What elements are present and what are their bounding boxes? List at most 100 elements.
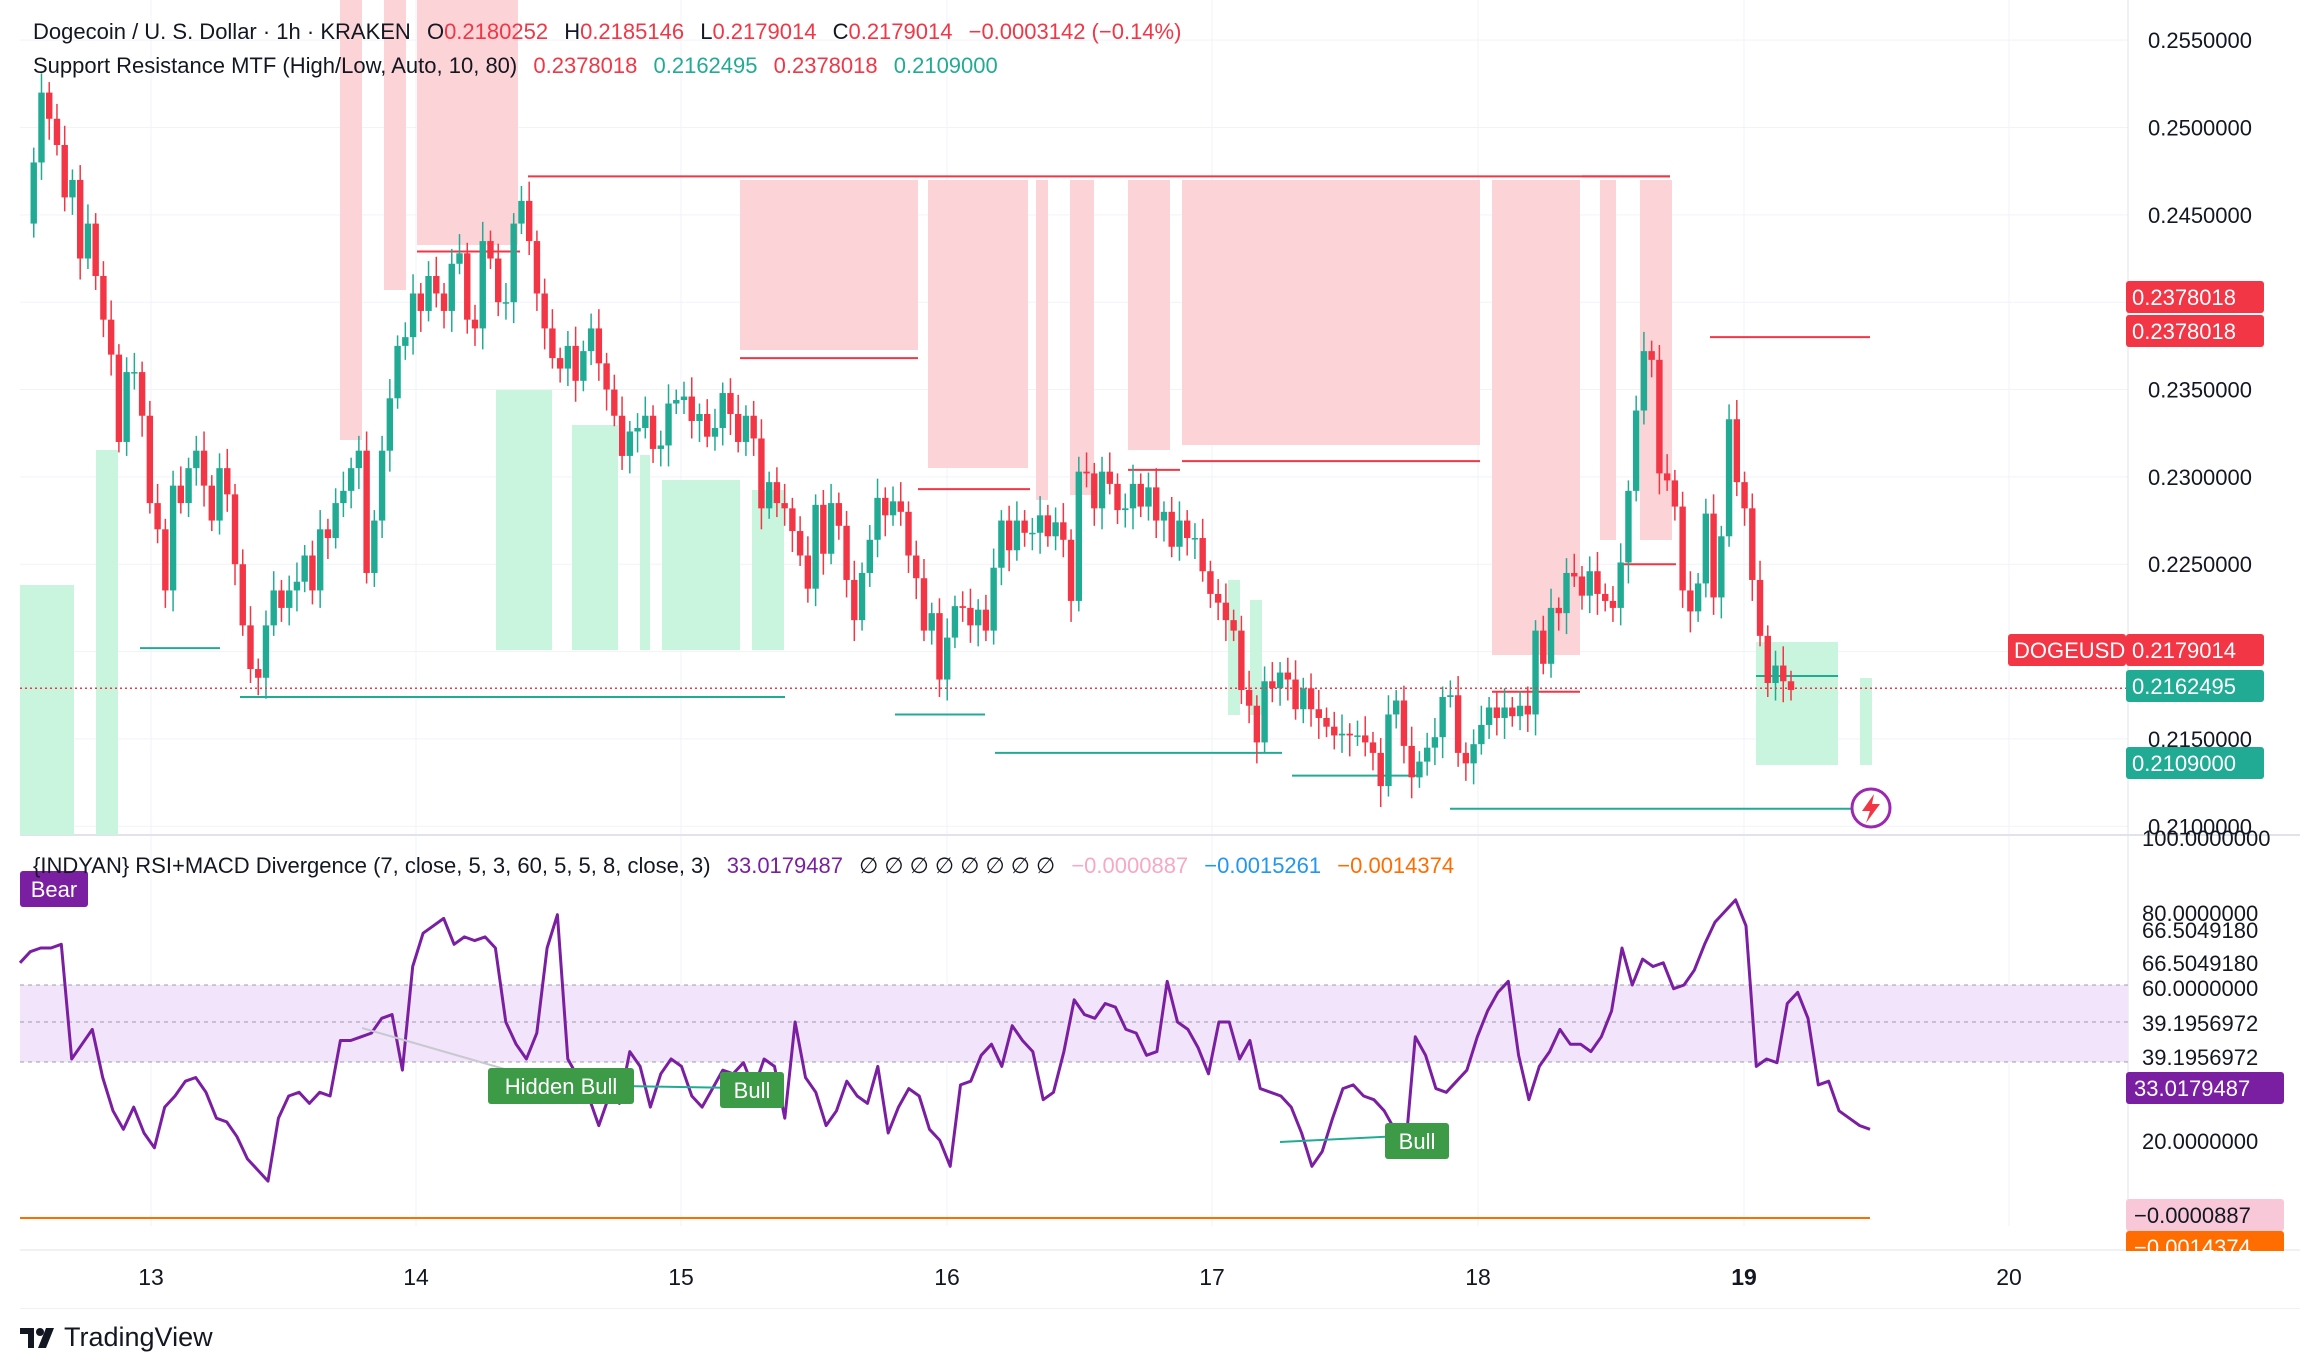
candle-body[interactable] — [1625, 490, 1632, 563]
candle-body[interactable] — [479, 241, 486, 329]
candle-body[interactable] — [711, 427, 719, 437]
candle-body[interactable] — [1315, 709, 1322, 718]
candle-body[interactable] — [1238, 630, 1245, 691]
candle-body[interactable] — [100, 276, 107, 320]
candle-body[interactable] — [1787, 681, 1795, 691]
main-legend[interactable]: Dogecoin / U. S. Dollar · 1h · KRAKEN O0… — [33, 19, 1191, 45]
candle-body[interactable] — [1555, 607, 1562, 614]
candle-body[interactable] — [541, 293, 548, 329]
candle-body[interactable] — [657, 445, 664, 449]
candle-body[interactable] — [239, 564, 246, 626]
candle-body[interactable] — [905, 511, 912, 556]
candle-body[interactable] — [1230, 620, 1237, 631]
candle-body[interactable] — [1075, 471, 1083, 601]
candle-body[interactable] — [471, 319, 479, 329]
candle-body[interactable] — [1183, 520, 1191, 539]
candle-body[interactable] — [1036, 515, 1044, 533]
candle-body[interactable] — [46, 92, 53, 119]
candle-body[interactable] — [789, 508, 796, 532]
candle-body[interactable] — [642, 415, 649, 428]
candle-body[interactable] — [634, 427, 641, 432]
candle-body[interactable] — [340, 490, 347, 504]
candle-body[interactable] — [804, 555, 812, 589]
candle-body[interactable] — [1485, 707, 1493, 725]
candle-body[interactable] — [61, 144, 68, 198]
candle-body[interactable] — [742, 415, 750, 442]
candle-body[interactable] — [1671, 480, 1679, 507]
candle-body[interactable] — [1168, 511, 1175, 547]
candle-body[interactable] — [1780, 665, 1787, 682]
candle-body[interactable] — [595, 328, 603, 364]
candle-body[interactable] — [1106, 471, 1113, 484]
candle-body[interactable] — [889, 501, 897, 516]
candle-body[interactable] — [231, 494, 239, 565]
candle-body[interactable] — [618, 415, 626, 456]
indicator-legend[interactable]: Support Resistance MTF (High/Low, Auto, … — [33, 53, 1008, 79]
candle-body[interactable] — [1253, 705, 1261, 743]
candle-body[interactable] — [1284, 672, 1292, 680]
candle-body[interactable] — [425, 276, 432, 311]
candle-body[interactable] — [1385, 714, 1392, 787]
candle-body[interactable] — [665, 403, 672, 446]
candle-body[interactable] — [1005, 520, 1013, 551]
candle-body[interactable] — [1408, 745, 1415, 778]
candle-body[interactable] — [928, 613, 935, 631]
candle-body[interactable] — [1060, 522, 1067, 540]
candle-body[interactable] — [1578, 576, 1586, 596]
candle-body[interactable] — [1547, 607, 1555, 664]
candle-body[interactable] — [580, 351, 587, 381]
candle-body[interactable] — [1687, 590, 1694, 612]
candle-body[interactable] — [417, 293, 425, 311]
candle-body[interactable] — [309, 555, 316, 591]
candle-body[interactable] — [1733, 419, 1741, 483]
candle-body[interactable] — [1741, 482, 1748, 509]
candle-body[interactable] — [1617, 562, 1624, 608]
divergence-label[interactable] — [488, 1068, 634, 1104]
candle-body[interactable] — [820, 504, 827, 554]
candle-body[interactable] — [1764, 635, 1771, 684]
candle-body[interactable] — [1083, 471, 1090, 474]
candle-body[interactable] — [1176, 520, 1183, 547]
candle-body[interactable] — [874, 497, 881, 540]
candle-body[interactable] — [1323, 717, 1330, 727]
candle-body[interactable] — [262, 625, 270, 678]
candle-body[interactable] — [107, 319, 115, 355]
candle-body[interactable] — [69, 179, 76, 198]
candle-body[interactable] — [255, 669, 262, 678]
candle-body[interactable] — [611, 389, 618, 416]
candle-body[interactable] — [1493, 707, 1501, 718]
candle-body[interactable] — [851, 579, 858, 621]
candle-body[interactable] — [587, 328, 595, 352]
candle-body[interactable] — [564, 345, 572, 369]
candle-body[interactable] — [1199, 538, 1206, 572]
candle-body[interactable] — [38, 92, 45, 163]
candle-body[interactable] — [796, 531, 804, 556]
candle-body[interactable] — [1292, 679, 1299, 710]
candle-body[interactable] — [1044, 515, 1052, 537]
candle-body[interactable] — [572, 345, 579, 381]
candle-body[interactable] — [680, 396, 688, 401]
candle-body[interactable] — [1540, 630, 1547, 664]
candle-body[interactable] — [193, 450, 200, 469]
candle-body[interactable] — [200, 450, 208, 486]
candle-body[interactable] — [270, 590, 277, 626]
candle-body[interactable] — [1354, 735, 1361, 737]
candle-body[interactable] — [1021, 520, 1028, 533]
candle-body[interactable] — [502, 302, 510, 304]
candle-body[interactable] — [510, 223, 517, 303]
candle-body[interactable] — [959, 606, 966, 608]
candle-body[interactable] — [1129, 483, 1137, 509]
candle-body[interactable] — [982, 609, 990, 631]
candle-body[interactable] — [1516, 705, 1524, 717]
candle-body[interactable] — [603, 363, 610, 390]
candle-body[interactable] — [626, 431, 634, 456]
candle-body[interactable] — [897, 501, 904, 512]
candle-body[interactable] — [1214, 593, 1222, 603]
candle-body[interactable] — [185, 468, 192, 504]
lightning-icon[interactable] — [1850, 787, 1892, 829]
candle-body[interactable] — [1602, 593, 1609, 601]
candle-body[interactable] — [1462, 752, 1470, 764]
candle-body[interactable] — [1245, 690, 1253, 706]
candle-body[interactable] — [355, 450, 363, 469]
candle-body[interactable] — [495, 258, 502, 303]
